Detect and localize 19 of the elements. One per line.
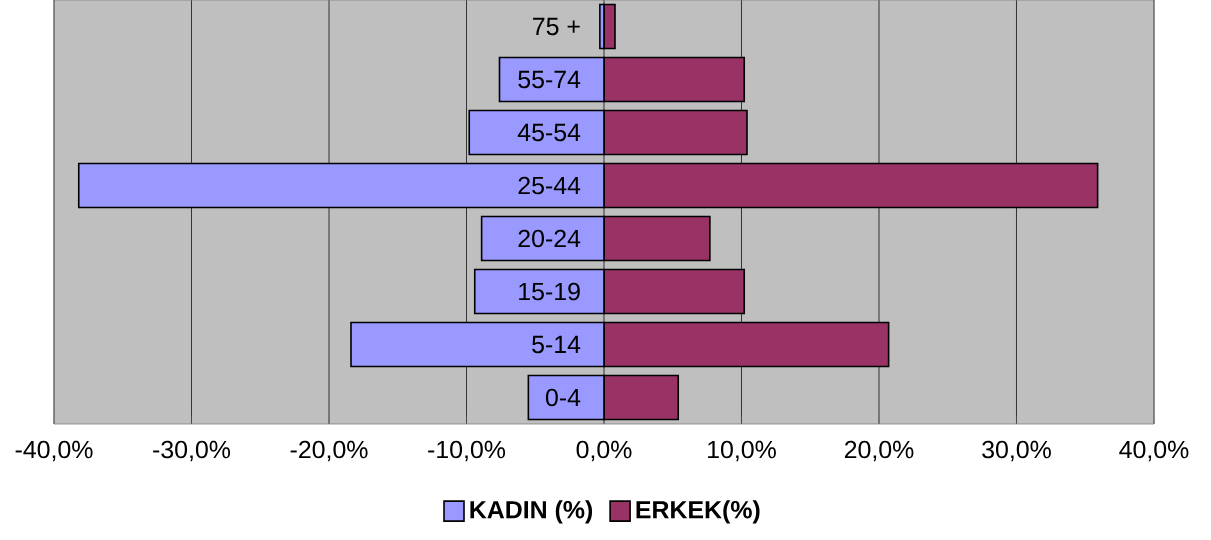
legend-label: KADIN (%)	[470, 500, 593, 524]
x-tick-label: 10,0%	[708, 440, 776, 462]
y-tick-label: 45-54	[517, 123, 581, 142]
y-tick-label: 75 +	[533, 17, 580, 36]
x-tick-label: 20,0%	[844, 440, 914, 462]
x-tick-label: -20,0%	[290, 440, 368, 462]
y-tick-label: 55-74	[518, 70, 581, 89]
y-tick-label: 5-14	[532, 335, 581, 354]
x-tick-label: -10,0%	[428, 440, 506, 462]
x-tick-label: -30,0%	[153, 440, 231, 462]
y-tick-label: 0-4	[545, 388, 581, 407]
x-tick-label: 0,0%	[576, 440, 632, 462]
y-tick-label: 20-24	[518, 229, 581, 248]
y-tick-label: 15-19	[519, 282, 580, 301]
y-tick-label: 25-44	[518, 176, 581, 195]
x-tick-label: 30,0%	[982, 440, 1051, 462]
legend-label: ERKEK(%)	[636, 500, 760, 524]
x-tick-label: -40,0%	[15, 440, 93, 462]
x-tick-label: 40,0%	[1119, 440, 1189, 462]
